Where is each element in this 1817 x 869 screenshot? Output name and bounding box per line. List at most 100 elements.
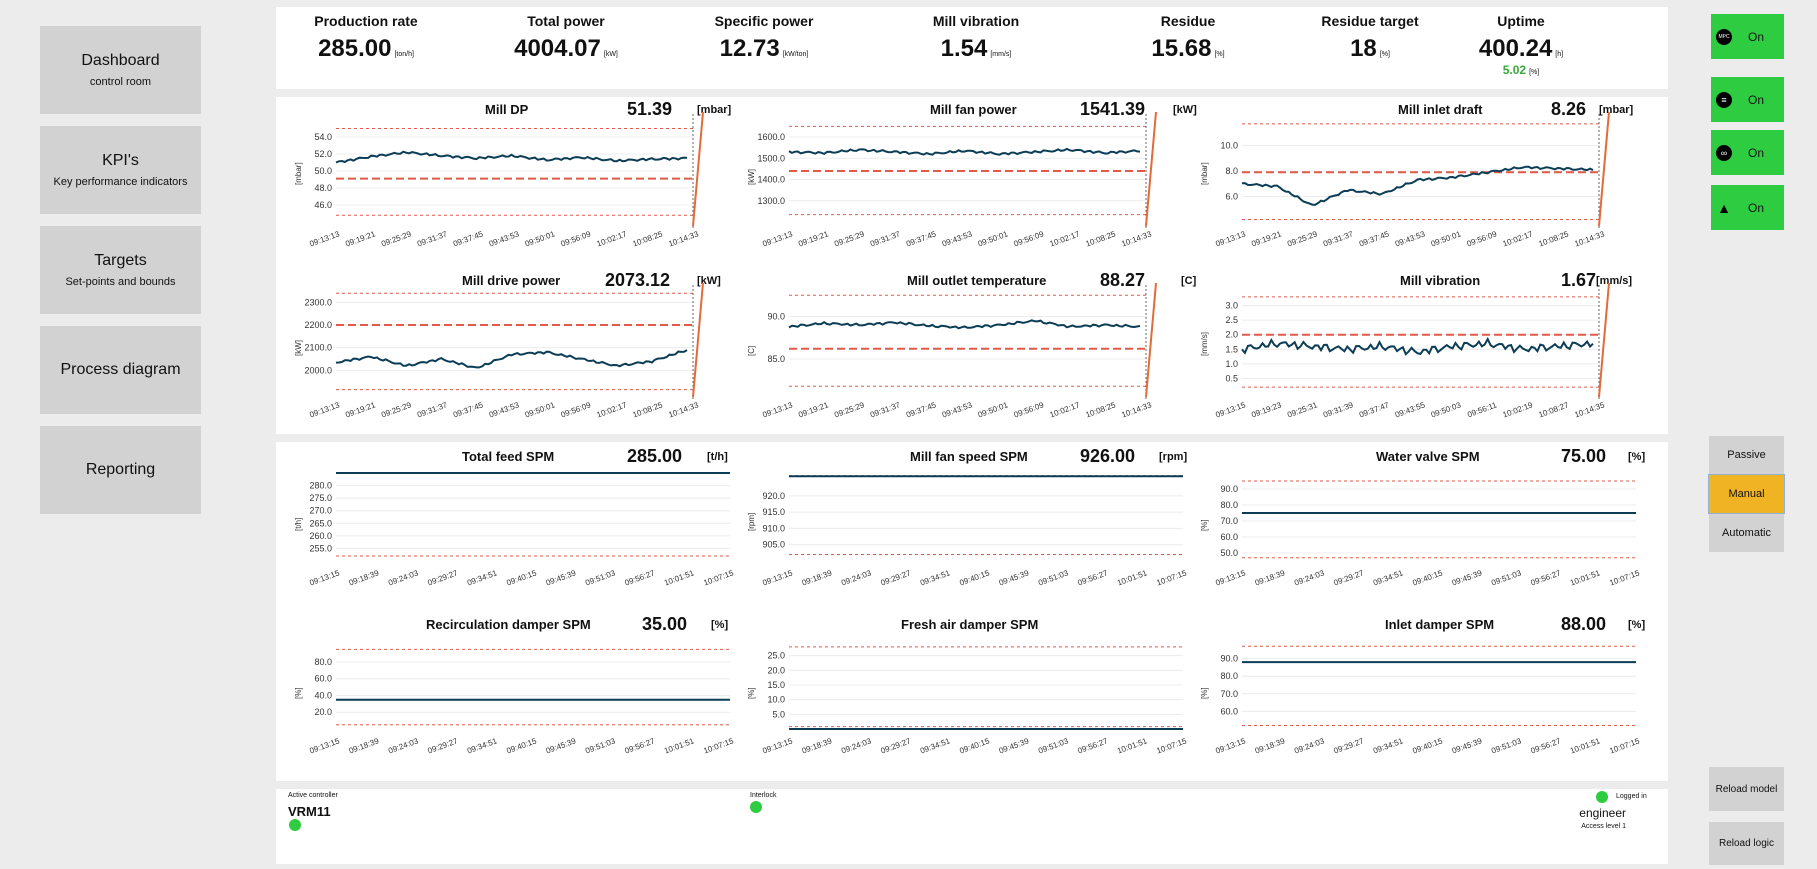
x-tick-label: 09:50:01: [524, 229, 557, 248]
x-tick-label: 09:37:45: [452, 229, 485, 248]
x-tick-label: 09:37:47: [1358, 400, 1391, 419]
chart-value: 75.00: [1561, 446, 1607, 466]
chart-unit: [mbar]: [1599, 104, 1634, 116]
x-tick-label: 09:56:09: [1013, 400, 1046, 419]
x-tick-label: 10:14:33: [1573, 229, 1606, 248]
y-tick-label: 265.0: [309, 518, 332, 528]
x-tick-label: 09:50:01: [524, 400, 557, 419]
x-tick-label: 09:29:27: [880, 736, 913, 755]
warning-status-button[interactable]: ▲ On: [1711, 185, 1784, 230]
interlock-indicator: [750, 801, 762, 813]
y-tick-label: 50.0: [314, 166, 332, 176]
y-axis-label: [C]: [747, 346, 756, 356]
x-tick-label: 09:37:45: [1358, 229, 1391, 248]
chart-mill-fan-power: Mill fan power 1541.39 [kW] 1600.0 1500.0…: [743, 99, 1197, 272]
x-tick-label: 10:08:25: [631, 229, 664, 248]
x-tick-label: 09:56:27: [1077, 736, 1110, 755]
nav-targets-title: Targets: [94, 252, 147, 269]
chart-title: Total feed SPM: [462, 449, 555, 464]
y-tick-label: 90.0: [767, 312, 785, 322]
x-tick-label: 09:19:21: [344, 229, 377, 248]
logged-in-user: engineer: [1579, 806, 1626, 820]
y-tick-label: 54.0: [314, 132, 332, 142]
link-status-button[interactable]: ∞ On: [1711, 130, 1784, 175]
status-label: On: [1748, 29, 1765, 44]
chart-mill-fan-speed-spm: Mill fan speed SPM 926.00 [rpm] 920.0 915…: [743, 446, 1188, 614]
x-tick-label: 09:45:39: [1451, 568, 1484, 587]
y-tick-label: 1300.0: [757, 196, 785, 206]
mode-manual-button[interactable]: Manual: [1708, 474, 1785, 514]
x-tick-label: 09:51:03: [1037, 736, 1070, 755]
kpi-uptime-percent: 5.02: [1502, 63, 1527, 77]
x-tick-label: 09:25:29: [833, 400, 866, 419]
chart-title: Fresh air damper SPM: [901, 617, 1039, 632]
x-tick-label: 09:34:51: [466, 736, 499, 755]
kpi-value: 12.73: [719, 35, 780, 62]
y-tick-label: 905.0: [762, 540, 785, 550]
nav-dashboard[interactable]: Dashboard control room: [40, 26, 201, 114]
x-tick-label: 09:45:39: [545, 568, 578, 587]
reload-logic-button[interactable]: Reload logic: [1709, 822, 1784, 865]
x-tick-label: 09:34:51: [919, 736, 952, 755]
chart-unit: [%]: [711, 619, 729, 631]
chart-value: 1541.39: [1080, 99, 1146, 119]
logged-in-label: Logged in: [1616, 793, 1647, 800]
mpc-status-button[interactable]: MPC On: [1711, 14, 1784, 59]
y-axis-label: [%]: [1200, 687, 1209, 699]
x-tick-label: 09:13:13: [1214, 229, 1247, 248]
nav-reporting[interactable]: Reporting: [40, 426, 201, 514]
x-tick-label: 10:02:17: [1502, 229, 1535, 248]
kpi-value: 400.24: [1478, 35, 1553, 62]
y-axis-label: [mbar]: [1200, 162, 1209, 185]
nav-dashboard-subtitle: control room: [89, 76, 152, 88]
x-tick-label: 09:19:21: [344, 400, 377, 419]
y-tick-label: 8.0: [1225, 166, 1238, 176]
y-tick-label: 90.0: [1220, 654, 1238, 664]
x-tick-label: 09:25:29: [380, 400, 413, 419]
nav-kpis[interactable]: KPI's Key performance indicators: [40, 126, 201, 214]
x-tick-label: 09:50:01: [1430, 229, 1463, 248]
chart-svg: 54.0 52.0 50.0 48.0 46.0 [mbar] 09:13:13 09:19:…: [294, 111, 704, 249]
kpi-label: Uptime: [1497, 13, 1545, 29]
chart-water-valve-spm: Water valve SPM 75.00 [%] 90.0 80.0 70.0 60…: [1196, 446, 1645, 614]
nav-process-diagram[interactable]: Process diagram: [40, 326, 201, 414]
y-tick-label: 2000.0: [304, 365, 332, 375]
chart-svg: 10.0 8.0 6.0 [mbar] 09:13:13 09:19:21 09:25:29…: [1200, 111, 1610, 249]
x-tick-label: 09:40:15: [1411, 736, 1444, 755]
x-tick-label: 09:13:15: [308, 736, 341, 755]
reload-model-button[interactable]: Reload model: [1709, 767, 1784, 811]
chart-value: 88.27: [1100, 270, 1146, 290]
kpi-label: Mill vibration: [932, 13, 1020, 29]
x-tick-label: 10:08:25: [1537, 229, 1570, 248]
prediction-line: [1145, 111, 1157, 227]
x-tick-label: 10:02:17: [1049, 229, 1082, 248]
kpi-specific-power: Specific power 12.73 [kW/ton]: [674, 13, 854, 63]
y-tick-label: 1.5: [1225, 344, 1238, 354]
x-tick-label: 09:18:39: [1254, 568, 1287, 587]
x-tick-label: 09:25:29: [1286, 229, 1319, 248]
x-tick-label: 09:31:37: [869, 400, 902, 419]
x-tick-label: 09:25:31: [1286, 400, 1319, 419]
y-tick-label: 10.0: [1220, 141, 1238, 151]
chart-title: Water valve SPM: [1376, 449, 1480, 464]
nav-targets[interactable]: Targets Set-points and bounds: [40, 226, 201, 314]
y-tick-label: 280.0: [309, 481, 332, 491]
x-tick-label: 09:24:03: [840, 568, 873, 587]
mode-automatic-button[interactable]: Automatic: [1709, 514, 1784, 552]
x-tick-label: 09:43:55: [1394, 400, 1427, 419]
y-tick-label: 2.0: [1225, 330, 1238, 340]
database-status-button[interactable]: ≡ On: [1711, 77, 1784, 122]
mode-passive-button[interactable]: Passive: [1709, 436, 1784, 474]
chart-value: 88.00: [1561, 614, 1607, 634]
x-tick-label: 09:31:37: [869, 229, 902, 248]
kpi-unit: [kW/ton]: [782, 51, 809, 58]
x-tick-label: 09:29:27: [427, 568, 460, 587]
x-tick-label: 10:01:51: [1569, 736, 1602, 755]
x-tick-label: 10:01:51: [663, 736, 696, 755]
x-tick-label: 09:45:39: [998, 568, 1031, 587]
y-tick-label: 60.0: [1220, 706, 1238, 716]
chart-unit: [t/h]: [707, 451, 728, 463]
chart-svg: 90.0 80.0 70.0 60.0 [%] 09:13:15 09:18:39 09:24…: [1200, 645, 1641, 756]
kpi-panel: Production rate 285.00 [ton/h] Total powe…: [276, 7, 1668, 89]
chart-total-feed-spm: Total feed SPM 285.00 [t/h] 280.0 275.0 27…: [290, 446, 735, 614]
